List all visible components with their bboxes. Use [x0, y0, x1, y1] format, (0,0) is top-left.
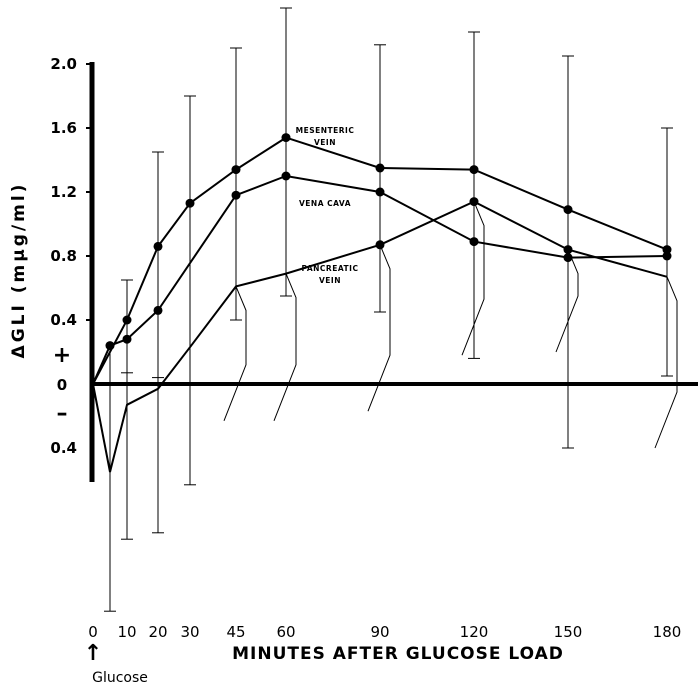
- y-tick-label: 1.6: [50, 119, 77, 137]
- data-point: [563, 205, 573, 215]
- data-point: [662, 251, 672, 261]
- x-tick-label: 120: [460, 623, 489, 641]
- error-bracket: [654, 276, 678, 449]
- data-point: [185, 198, 195, 208]
- error-bracket: [367, 244, 391, 412]
- minus-sign: –: [57, 401, 68, 426]
- error-bracket: [461, 201, 485, 356]
- data-point: [662, 245, 672, 255]
- data-point: [563, 245, 573, 255]
- error-bars: [104, 7, 678, 612]
- glucose-arrow-icon: ↑: [84, 641, 102, 666]
- data-point: [563, 253, 573, 263]
- series-points: [105, 133, 672, 351]
- svg-text:MESENTERIC: MESENTERIC: [296, 126, 355, 135]
- svg-text:VEIN: VEIN: [314, 138, 336, 147]
- series-label-vena-cava: VENA CAVA: [299, 199, 351, 208]
- plus-sign: +: [53, 343, 71, 368]
- error-bracket: [223, 286, 247, 421]
- x-tick-labels: 0 10 20 30 45 60 90 120 150 180: [88, 623, 681, 641]
- data-point: [375, 240, 385, 250]
- y-tick-labels: 2.0 1.6 1.2 0.8 0.4 0 0.4: [50, 55, 92, 457]
- x-tick-label: 10: [117, 623, 136, 641]
- svg-text:PANCREATIC: PANCREATIC: [302, 264, 359, 273]
- series-label-mesenteric: MESENTERIC VEIN: [296, 126, 355, 147]
- error-bracket: [273, 273, 297, 421]
- x-tick-label: 20: [148, 623, 167, 641]
- data-point: [231, 190, 241, 200]
- series-line: [92, 136, 668, 385]
- series-lines: [92, 136, 668, 473]
- data-point: [375, 163, 385, 173]
- data-point: [231, 165, 241, 175]
- data-point: [153, 305, 163, 315]
- y-tick-label: 0.8: [50, 247, 77, 265]
- y-tick-label: 0: [57, 376, 67, 394]
- y-tick-label: 1.2: [50, 183, 77, 201]
- data-point: [375, 187, 385, 197]
- x-tick-label: 30: [180, 623, 199, 641]
- data-point: [122, 315, 132, 325]
- data-point: [153, 241, 163, 251]
- glucose-label: Glucose: [92, 670, 148, 686]
- data-point: [105, 341, 115, 351]
- data-point: [281, 133, 291, 143]
- x-tick-label: 180: [653, 623, 682, 641]
- x-tick-label: 45: [226, 623, 245, 641]
- data-point: [122, 334, 132, 344]
- data-point: [469, 165, 479, 175]
- svg-text:VEIN: VEIN: [319, 276, 341, 285]
- data-point: [469, 197, 479, 207]
- y-tick-label: 0.4: [50, 311, 77, 329]
- series-line: [92, 174, 668, 385]
- data-point: [281, 171, 291, 181]
- series-label-pancreatic: PANCREATIC VEIN: [302, 264, 359, 285]
- x-tick-label: 150: [554, 623, 583, 641]
- y-tick-label: 0.4: [50, 439, 77, 457]
- y-axis-label: ΔGLI (mμg/ml): [9, 182, 29, 359]
- x-axis-label: MINUTES AFTER GLUCOSE LOAD: [232, 644, 564, 664]
- svg-text:VENA CAVA: VENA CAVA: [299, 199, 351, 208]
- x-tick-label: 90: [370, 623, 389, 641]
- x-tick-label: 0: [88, 623, 98, 641]
- series-line: [92, 200, 668, 473]
- error-bracket: [555, 249, 579, 353]
- data-point: [469, 237, 479, 247]
- y-tick-label: 2.0: [50, 55, 77, 73]
- x-tick-label: 60: [276, 623, 295, 641]
